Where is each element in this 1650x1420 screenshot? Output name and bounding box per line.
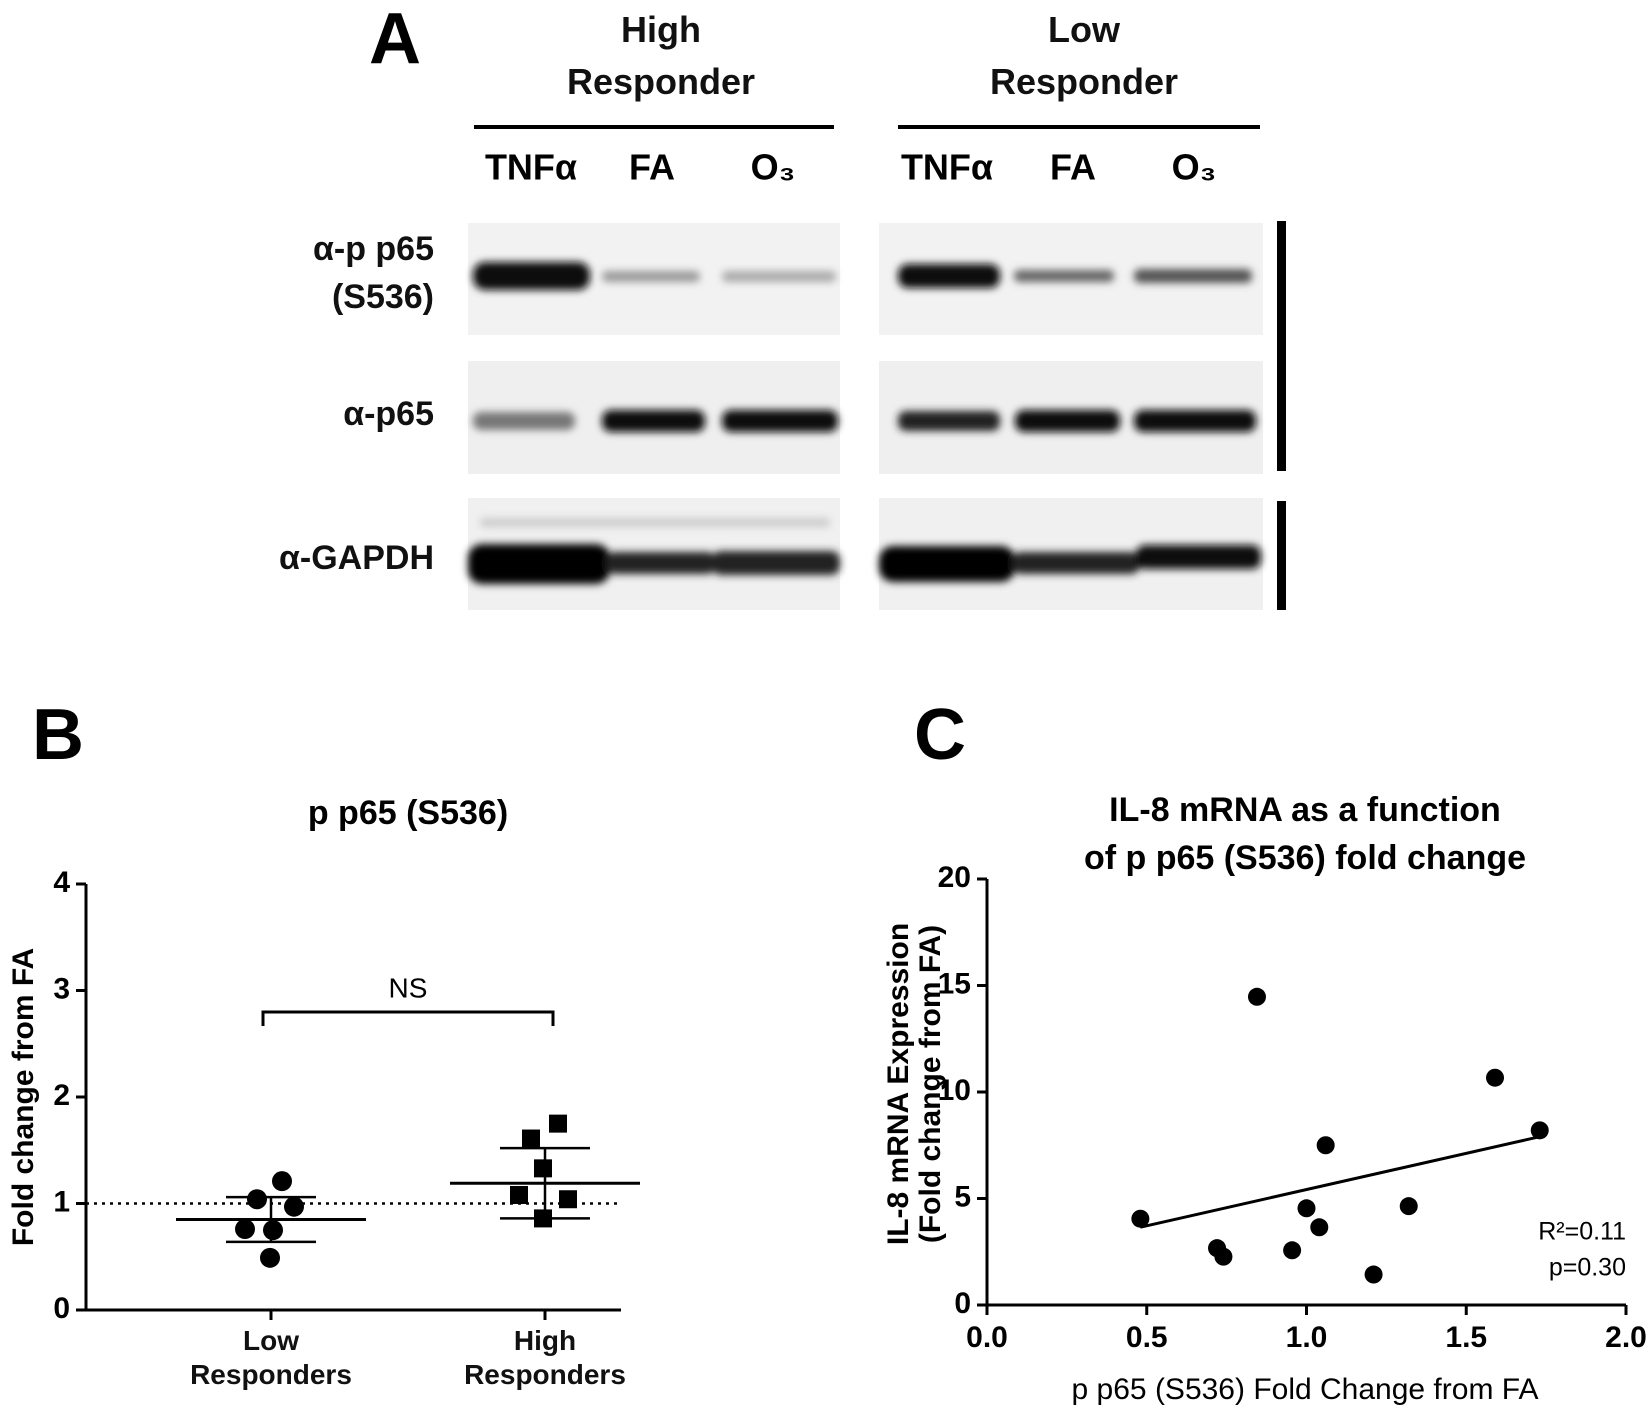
error-bar — [450, 1146, 640, 1220]
blot-band — [898, 264, 1000, 288]
annotation: p=0.30 — [1549, 1254, 1626, 1282]
y-tick-label: 15 — [938, 967, 971, 1000]
lane-label: FA — [1050, 147, 1096, 188]
blot-band — [898, 411, 1000, 431]
data-point — [559, 1190, 577, 1209]
y-tick-label: 5 — [954, 1180, 971, 1213]
error-bar — [176, 1195, 366, 1244]
data-point — [1364, 1265, 1383, 1284]
data-point — [1486, 1068, 1505, 1087]
x-tick-label: 1.5 — [1445, 1321, 1487, 1354]
data-point — [1283, 1241, 1302, 1260]
row-label: α-GAPDH — [278, 539, 434, 577]
trend-line — [1140, 1135, 1541, 1229]
significance-bracket — [261, 1010, 555, 1026]
panel-label: A — [369, 0, 421, 79]
blot-band — [722, 271, 836, 282]
blot-band — [1136, 545, 1261, 569]
blot-band — [473, 412, 575, 430]
y-tick-label: 0 — [53, 1292, 70, 1325]
row-label: α-p p65 (S536) — [312, 230, 434, 316]
lane-label: FA — [629, 147, 675, 188]
bracket-bar — [1277, 501, 1286, 610]
blot-band — [602, 410, 705, 432]
data-point — [1131, 1209, 1150, 1228]
blots — [468, 221, 1286, 610]
data-point — [1214, 1247, 1233, 1266]
data-point — [1399, 1197, 1418, 1216]
bracket-bar — [1277, 221, 1286, 471]
data-point — [1310, 1218, 1329, 1237]
y-tick-label: 1 — [53, 1185, 70, 1218]
blot-band — [722, 410, 838, 432]
panel-label: C — [914, 695, 966, 775]
data-point — [510, 1185, 528, 1204]
x-tick-label: Low Responders — [190, 1325, 352, 1390]
lane-label: TNFα — [485, 147, 577, 188]
data-point — [284, 1196, 304, 1217]
blot-band — [1012, 552, 1140, 574]
y-tick-label: 10 — [938, 1074, 971, 1107]
blot-band — [1014, 270, 1114, 282]
blot-band — [468, 544, 610, 584]
data-point — [522, 1129, 540, 1148]
x-tick-label: 0.5 — [1126, 1321, 1168, 1354]
y-axis-label: IL-8 mRNA Expression — [882, 923, 915, 1245]
blot-band — [879, 546, 1015, 582]
annotation: R²=0.11 — [1538, 1218, 1626, 1246]
y-tick-label: 4 — [53, 866, 70, 899]
data-point — [534, 1159, 552, 1178]
data-point — [235, 1219, 255, 1240]
y-tick-label: 3 — [53, 972, 70, 1005]
blot-band — [606, 552, 716, 574]
group-header: High Responder — [566, 9, 756, 103]
data-point — [247, 1189, 267, 1210]
blot-band — [473, 262, 590, 290]
y-tick-label: 2 — [53, 1079, 70, 1112]
data-point — [260, 1247, 280, 1268]
blot-band — [1015, 410, 1120, 432]
lane-label: TNFα — [901, 147, 993, 188]
chart-title: IL-8 mRNA as a function — [1109, 791, 1501, 829]
data-point — [263, 1220, 283, 1241]
panel-label: B — [32, 695, 84, 775]
blot-band — [1134, 269, 1252, 283]
x-tick-label: 1.0 — [1286, 1321, 1328, 1354]
y-axis-label: Fold change from FA — [7, 948, 40, 1246]
x-tick-label: High Responders — [464, 1325, 626, 1390]
group-header: Low Responder — [989, 9, 1179, 103]
chart-title: p p65 (S536) — [308, 794, 508, 832]
y-axis-label: (Fold change from FA) — [914, 925, 947, 1243]
blot-band — [1134, 410, 1256, 432]
x-tick-label: 0.0 — [966, 1321, 1008, 1354]
lane-label: O₃ — [1172, 147, 1217, 188]
data-point — [1530, 1121, 1549, 1140]
y-tick-label: 0 — [954, 1287, 971, 1320]
y-tick-label: 20 — [938, 861, 971, 894]
blot-band — [480, 518, 830, 527]
chart-title: of p p65 (S536) fold change — [1084, 839, 1526, 877]
lane-label: O₃ — [751, 147, 796, 188]
data-point — [1316, 1136, 1335, 1155]
data-point — [272, 1171, 292, 1192]
data-point — [1297, 1199, 1316, 1218]
blot-band — [602, 271, 700, 282]
row-label: α-p65 — [343, 395, 434, 433]
data-point — [549, 1114, 567, 1133]
x-tick-label: 2.0 — [1605, 1321, 1647, 1354]
data-point — [1247, 987, 1266, 1006]
blot-band — [712, 551, 840, 575]
x-axis-label: p p65 (S536) Fold Change from FA — [1072, 1373, 1539, 1406]
annotation: NS — [389, 972, 428, 1003]
